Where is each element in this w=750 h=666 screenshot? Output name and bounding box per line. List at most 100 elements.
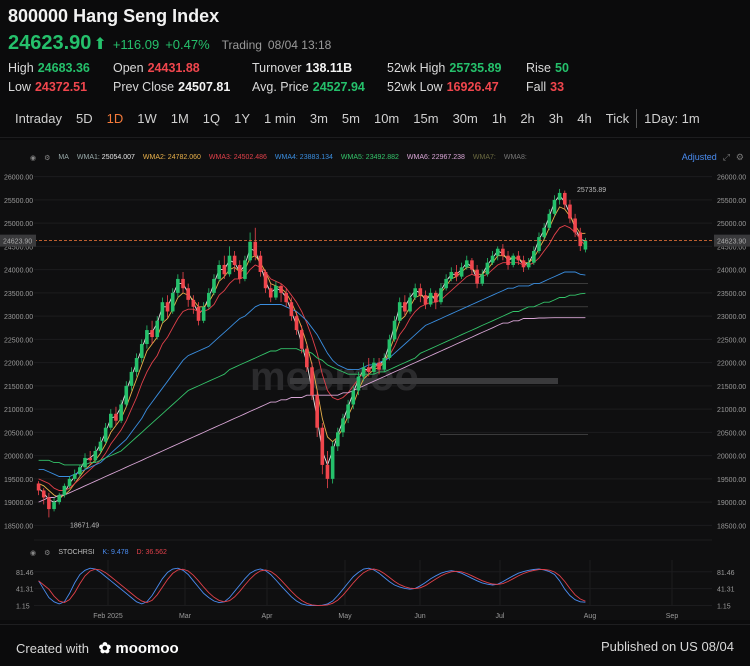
candle-body — [459, 267, 464, 277]
candle-body — [263, 271, 268, 289]
tab-1d[interactable]: 1D — [106, 111, 124, 126]
candle-body — [258, 255, 263, 272]
candle-body — [191, 299, 196, 307]
low-annotation: 18671.49 — [70, 523, 99, 530]
chart-tools: Adjusted ⤢ ⚙ — [682, 152, 744, 163]
y-tick-label-right: 19500.00 — [717, 477, 746, 484]
candle-body — [485, 262, 490, 275]
candle-body — [418, 288, 423, 296]
wma3-legend: WMA3: 24502.486 — [208, 154, 267, 161]
x-tick-label: Aug — [584, 613, 597, 620]
candle-body — [299, 330, 304, 349]
candle-body — [155, 320, 160, 338]
price-change: +116.09 — [112, 37, 160, 52]
candle-body — [305, 348, 309, 368]
expand-icon[interactable]: ⤢ — [722, 152, 730, 162]
candle-body — [98, 441, 103, 451]
candle-body — [542, 227, 546, 238]
tab-1-min[interactable]: 1 min — [264, 111, 296, 126]
wma7-legend: WMA7: — [472, 154, 496, 161]
candle-body — [444, 278, 448, 289]
wma4-legend: WMA4: 23883.134 — [274, 154, 333, 161]
y-tick-label-right: 26000.00 — [717, 175, 746, 182]
candle-body — [274, 285, 278, 298]
candle-body — [547, 213, 552, 228]
candle-body — [243, 260, 247, 279]
candle-body — [573, 218, 577, 233]
tab-4h[interactable]: 4h — [577, 111, 592, 126]
y-tick-label-right: 19000.00 — [717, 500, 746, 507]
candle-body — [232, 255, 237, 265]
candle-body — [521, 260, 526, 268]
tab-5m[interactable]: 5m — [341, 111, 360, 126]
ma-label[interactable]: MA — [58, 154, 69, 161]
candle-body — [78, 467, 82, 475]
stoch-k-line — [38, 567, 586, 607]
candle-body — [36, 483, 41, 491]
candle-body — [145, 330, 149, 345]
candle-body — [372, 362, 376, 372]
candle-body — [201, 306, 206, 321]
candle-body — [511, 255, 516, 265]
x-tick-label: May — [338, 613, 352, 620]
candle-body — [88, 457, 92, 461]
wma8-legend: WMA8: — [503, 154, 527, 161]
y-tick-label-left: 25000.00 — [4, 221, 33, 228]
candle-body — [583, 240, 588, 250]
candle-body — [351, 390, 356, 405]
stoch-d: D: 36.562 — [136, 549, 167, 556]
settings-icon[interactable]: ⚙ — [44, 155, 51, 162]
tab-intraday[interactable]: Intraday — [15, 111, 62, 126]
candle-body — [397, 302, 402, 321]
y-tick-label-right: 22500.00 — [717, 337, 746, 344]
candle-body — [294, 316, 299, 331]
adjusted-toggle[interactable]: Adjusted — [681, 152, 717, 162]
tab-1m[interactable]: 1M — [170, 111, 189, 126]
y-tick-label-right: 24000.00 — [717, 268, 746, 275]
candle-body — [506, 255, 510, 265]
candle-body — [428, 292, 433, 305]
stat-fall: Fall 33 — [526, 80, 565, 94]
page-title: 800000 Hang Seng Index — [8, 6, 220, 26]
candle-body — [526, 262, 531, 268]
ma-line-wma5 — [38, 292, 586, 466]
x-tick-label: Sep — [666, 613, 679, 620]
candle-body — [480, 274, 485, 284]
tab-1q[interactable]: 1Q — [202, 111, 221, 126]
ma-line-wma4 — [38, 271, 586, 477]
tab-1day-1m[interactable]: 1Day: 1m — [636, 109, 707, 128]
eye-icon[interactable]: ◉ — [30, 155, 37, 162]
tab-1h[interactable]: 1h — [491, 111, 507, 126]
candle-body — [289, 302, 294, 317]
candlestick-chart[interactable]: 26000.00 26000.00 25500.00 25500.00 25000.00… — [0, 140, 750, 620]
y-tick-label-left: 20000.00 — [4, 454, 33, 461]
tab-3m[interactable]: 3m — [309, 111, 328, 126]
y-tick-label-left: 20500.00 — [4, 430, 33, 437]
tab-30m[interactable]: 30m — [452, 111, 478, 126]
current-price-tag-left — [0, 234, 36, 247]
candle-body — [114, 413, 118, 421]
tab-tick[interactable]: Tick — [605, 111, 630, 126]
tab-5d[interactable]: 5D — [75, 111, 93, 126]
current-price-label-right: 24623.90 — [717, 239, 746, 246]
wma5-legend: WMA5: 23492.882 — [340, 154, 399, 161]
tab-1y[interactable]: 1Y — [234, 111, 251, 126]
candle-body — [464, 260, 469, 268]
eye-icon[interactable]: ◉ — [30, 550, 37, 557]
stat-open: Open 24431.88 — [113, 61, 200, 75]
tab-15m[interactable]: 15m — [413, 111, 439, 126]
candle-body — [387, 339, 392, 358]
y-tick-label-right: 18500.00 — [717, 523, 746, 530]
candle-body — [361, 367, 366, 377]
candle-body — [119, 404, 123, 421]
x-tick-label: Jun — [414, 613, 425, 620]
tab-1w[interactable]: 1W — [137, 111, 157, 126]
tab-10m[interactable]: 10m — [373, 111, 400, 126]
y-tick-label-left: 23500.00 — [4, 291, 33, 298]
settings-icon[interactable]: ⚙ — [735, 152, 744, 162]
tab-3h[interactable]: 3h — [548, 111, 564, 126]
stoch-name[interactable]: STOCHRSI — [58, 549, 95, 556]
settings-icon[interactable]: ⚙ — [44, 550, 51, 557]
tab-2h[interactable]: 2h — [520, 111, 535, 126]
candle-body — [325, 464, 330, 479]
